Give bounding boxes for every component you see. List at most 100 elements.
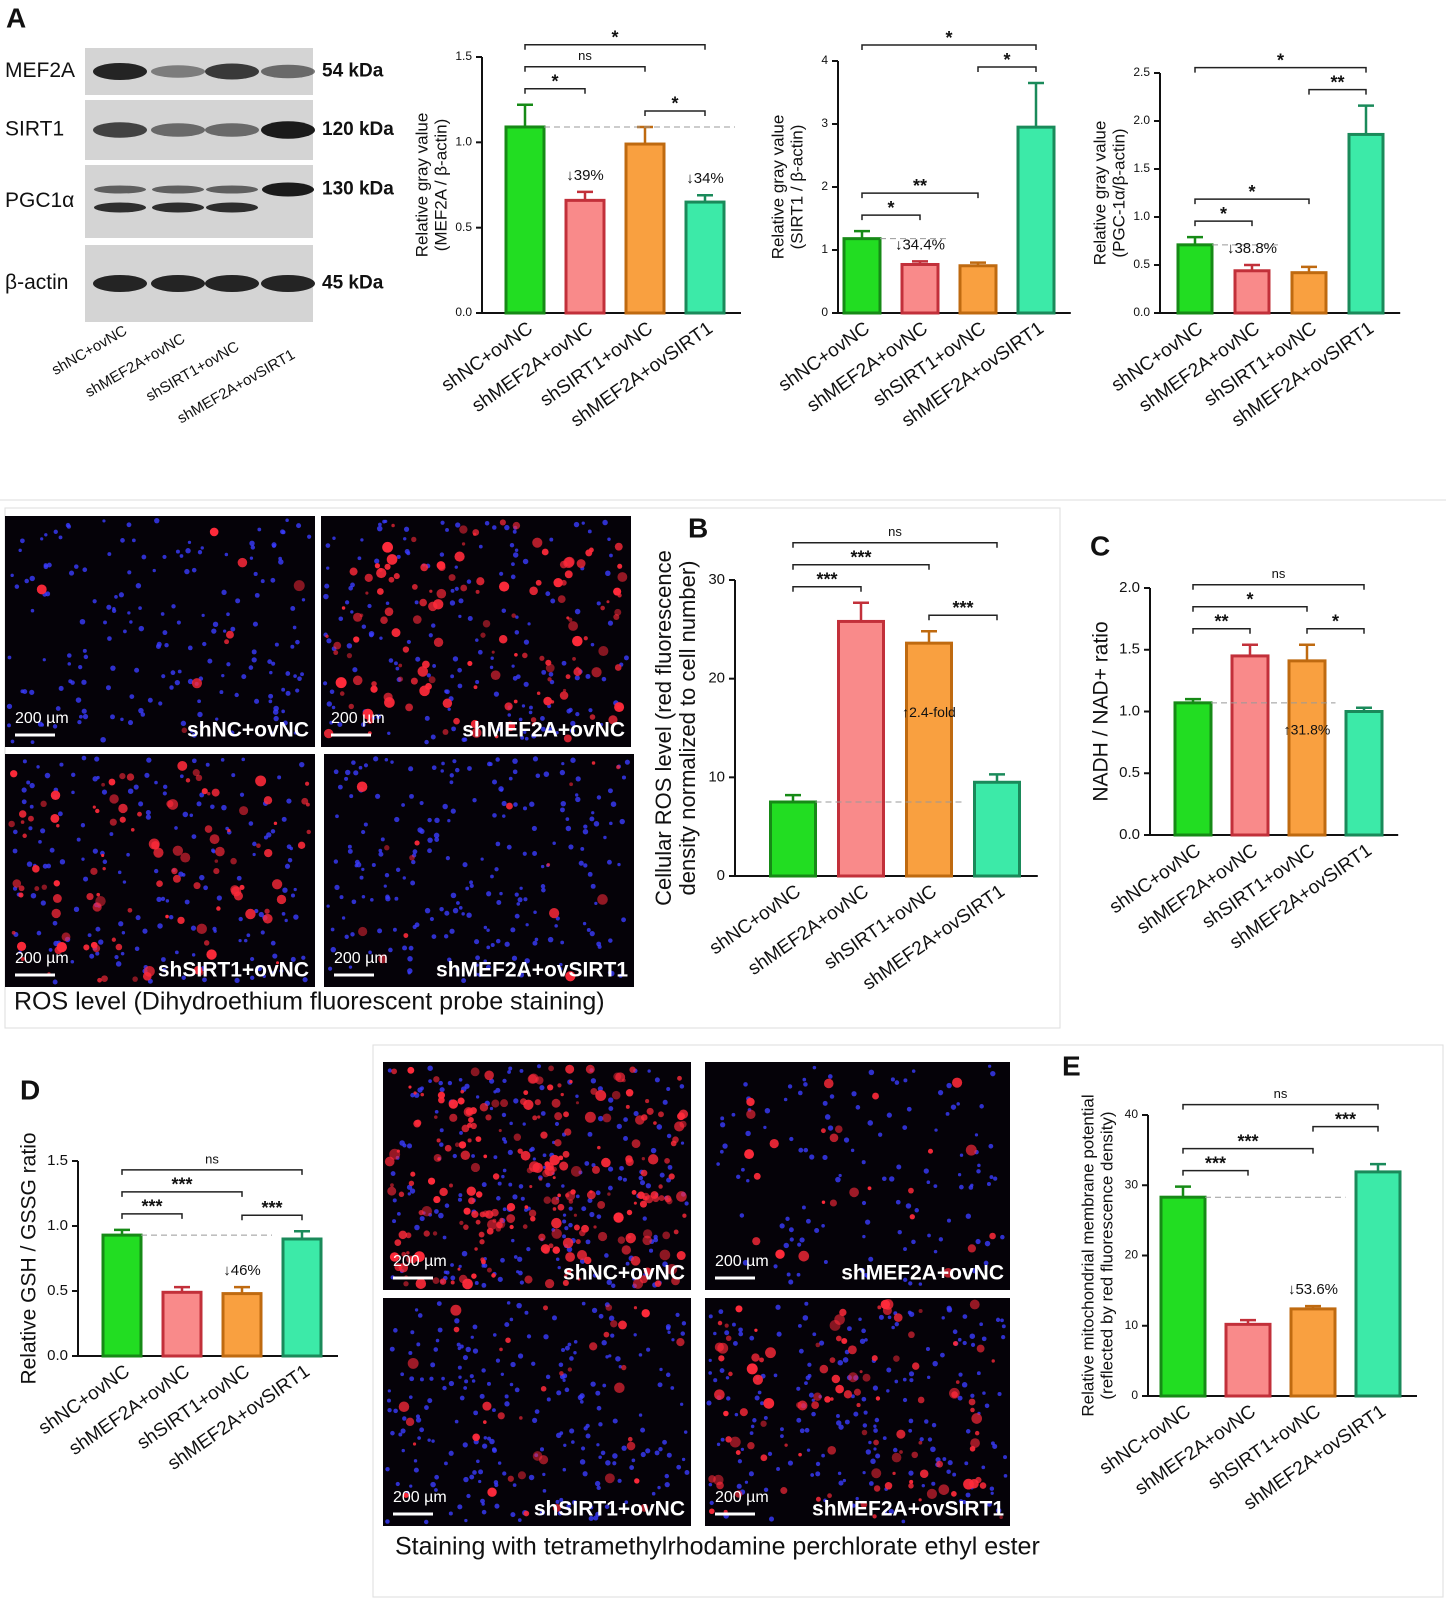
nucleus — [540, 716, 545, 721]
nucleus — [623, 1117, 628, 1122]
nucleus — [442, 803, 448, 810]
blot-strip — [85, 165, 313, 238]
nucleus — [822, 1154, 828, 1161]
nucleus — [500, 1257, 505, 1263]
nucleus — [375, 714, 381, 720]
red-signal — [591, 667, 602, 678]
nucleus — [269, 731, 274, 736]
nucleus — [903, 1247, 907, 1252]
nucleus — [427, 1065, 433, 1071]
significance-bracket — [241, 1214, 303, 1221]
nucleus — [76, 837, 81, 842]
red-signal — [754, 1328, 758, 1332]
red-signal — [557, 595, 566, 603]
nucleus — [665, 1372, 671, 1378]
nucleus — [199, 724, 203, 728]
nucleus — [541, 887, 546, 893]
red-signal — [552, 1246, 561, 1254]
red-signal — [276, 894, 287, 905]
red-signal — [437, 1091, 446, 1099]
red-signal — [542, 1247, 550, 1255]
nucleus — [478, 1469, 484, 1475]
red-signal — [118, 803, 128, 814]
nucleus — [170, 670, 176, 676]
nucleus — [776, 1331, 782, 1337]
red-signal — [436, 1138, 441, 1143]
nucleus — [974, 1133, 979, 1137]
cells — [716, 1064, 1005, 1286]
nucleus — [384, 872, 390, 878]
nucleus — [785, 1216, 790, 1221]
nucleus — [344, 600, 350, 605]
bar — [1233, 269, 1271, 315]
nucleus — [806, 1448, 811, 1452]
significance-label: *** — [261, 1198, 282, 1218]
nucleus — [990, 1070, 996, 1077]
nucleus — [513, 1255, 518, 1259]
red-signal — [185, 778, 191, 783]
nucleus — [608, 938, 613, 943]
nucleus — [330, 927, 335, 932]
nucleus — [511, 664, 515, 668]
nucleus — [633, 1333, 637, 1337]
red-signal — [565, 1252, 575, 1262]
nucleus — [558, 966, 563, 971]
red-signal — [640, 1503, 649, 1512]
nucleus — [509, 1317, 514, 1322]
significance-label: * — [671, 94, 678, 114]
nucleus — [29, 689, 35, 695]
red-signal — [214, 859, 219, 863]
nucleus — [390, 1171, 396, 1176]
nucleus — [598, 1455, 602, 1460]
nucleus — [114, 954, 119, 960]
red-signal — [56, 941, 67, 953]
nucleus — [409, 1188, 416, 1194]
bar — [504, 125, 546, 315]
nucleus — [598, 1313, 604, 1319]
red-signal — [775, 1249, 785, 1259]
nucleus — [156, 896, 162, 902]
nucleus — [273, 715, 279, 722]
annotation: ↑31.8% — [1284, 722, 1331, 738]
nucleus — [241, 757, 246, 762]
nucleus — [445, 856, 450, 861]
red-signal — [634, 1478, 640, 1484]
nucleus — [507, 713, 512, 717]
nucleus — [492, 813, 497, 818]
nucleus — [160, 896, 166, 902]
red-signal — [674, 1121, 685, 1132]
nucleus — [483, 959, 487, 963]
nucleus — [53, 529, 58, 535]
nucleus — [414, 1224, 420, 1231]
nucleus — [353, 770, 359, 776]
nucleus — [248, 665, 254, 670]
nucleus — [532, 756, 539, 762]
nucleus — [52, 979, 58, 985]
nucleus — [82, 648, 87, 653]
nucleus — [598, 1422, 603, 1427]
nucleus — [258, 911, 264, 918]
red-signal — [549, 908, 560, 919]
nucleus — [531, 1361, 536, 1366]
red-signal — [576, 1250, 588, 1261]
protein-size: 130 kDa — [322, 179, 394, 200]
nucleus — [662, 1439, 667, 1445]
nucleus — [502, 1078, 507, 1084]
red-signal — [517, 1148, 523, 1154]
nucleus — [252, 852, 256, 857]
nucleus — [295, 688, 300, 693]
nucleus — [351, 899, 357, 905]
red-signal — [541, 548, 549, 556]
nucleus — [937, 1090, 944, 1096]
nucleus — [485, 964, 491, 970]
nucleus — [458, 1264, 462, 1268]
red-signal — [989, 1232, 996, 1240]
nucleus — [202, 641, 207, 647]
nucleus — [868, 1069, 875, 1076]
nucleus — [361, 867, 365, 872]
y-axis-label: Relative mitochondrial membrane potentia… — [1078, 1094, 1097, 1416]
red-signal — [454, 1142, 460, 1148]
nucleus — [481, 1182, 487, 1188]
nucleus — [223, 629, 227, 633]
red-signal — [51, 908, 61, 919]
